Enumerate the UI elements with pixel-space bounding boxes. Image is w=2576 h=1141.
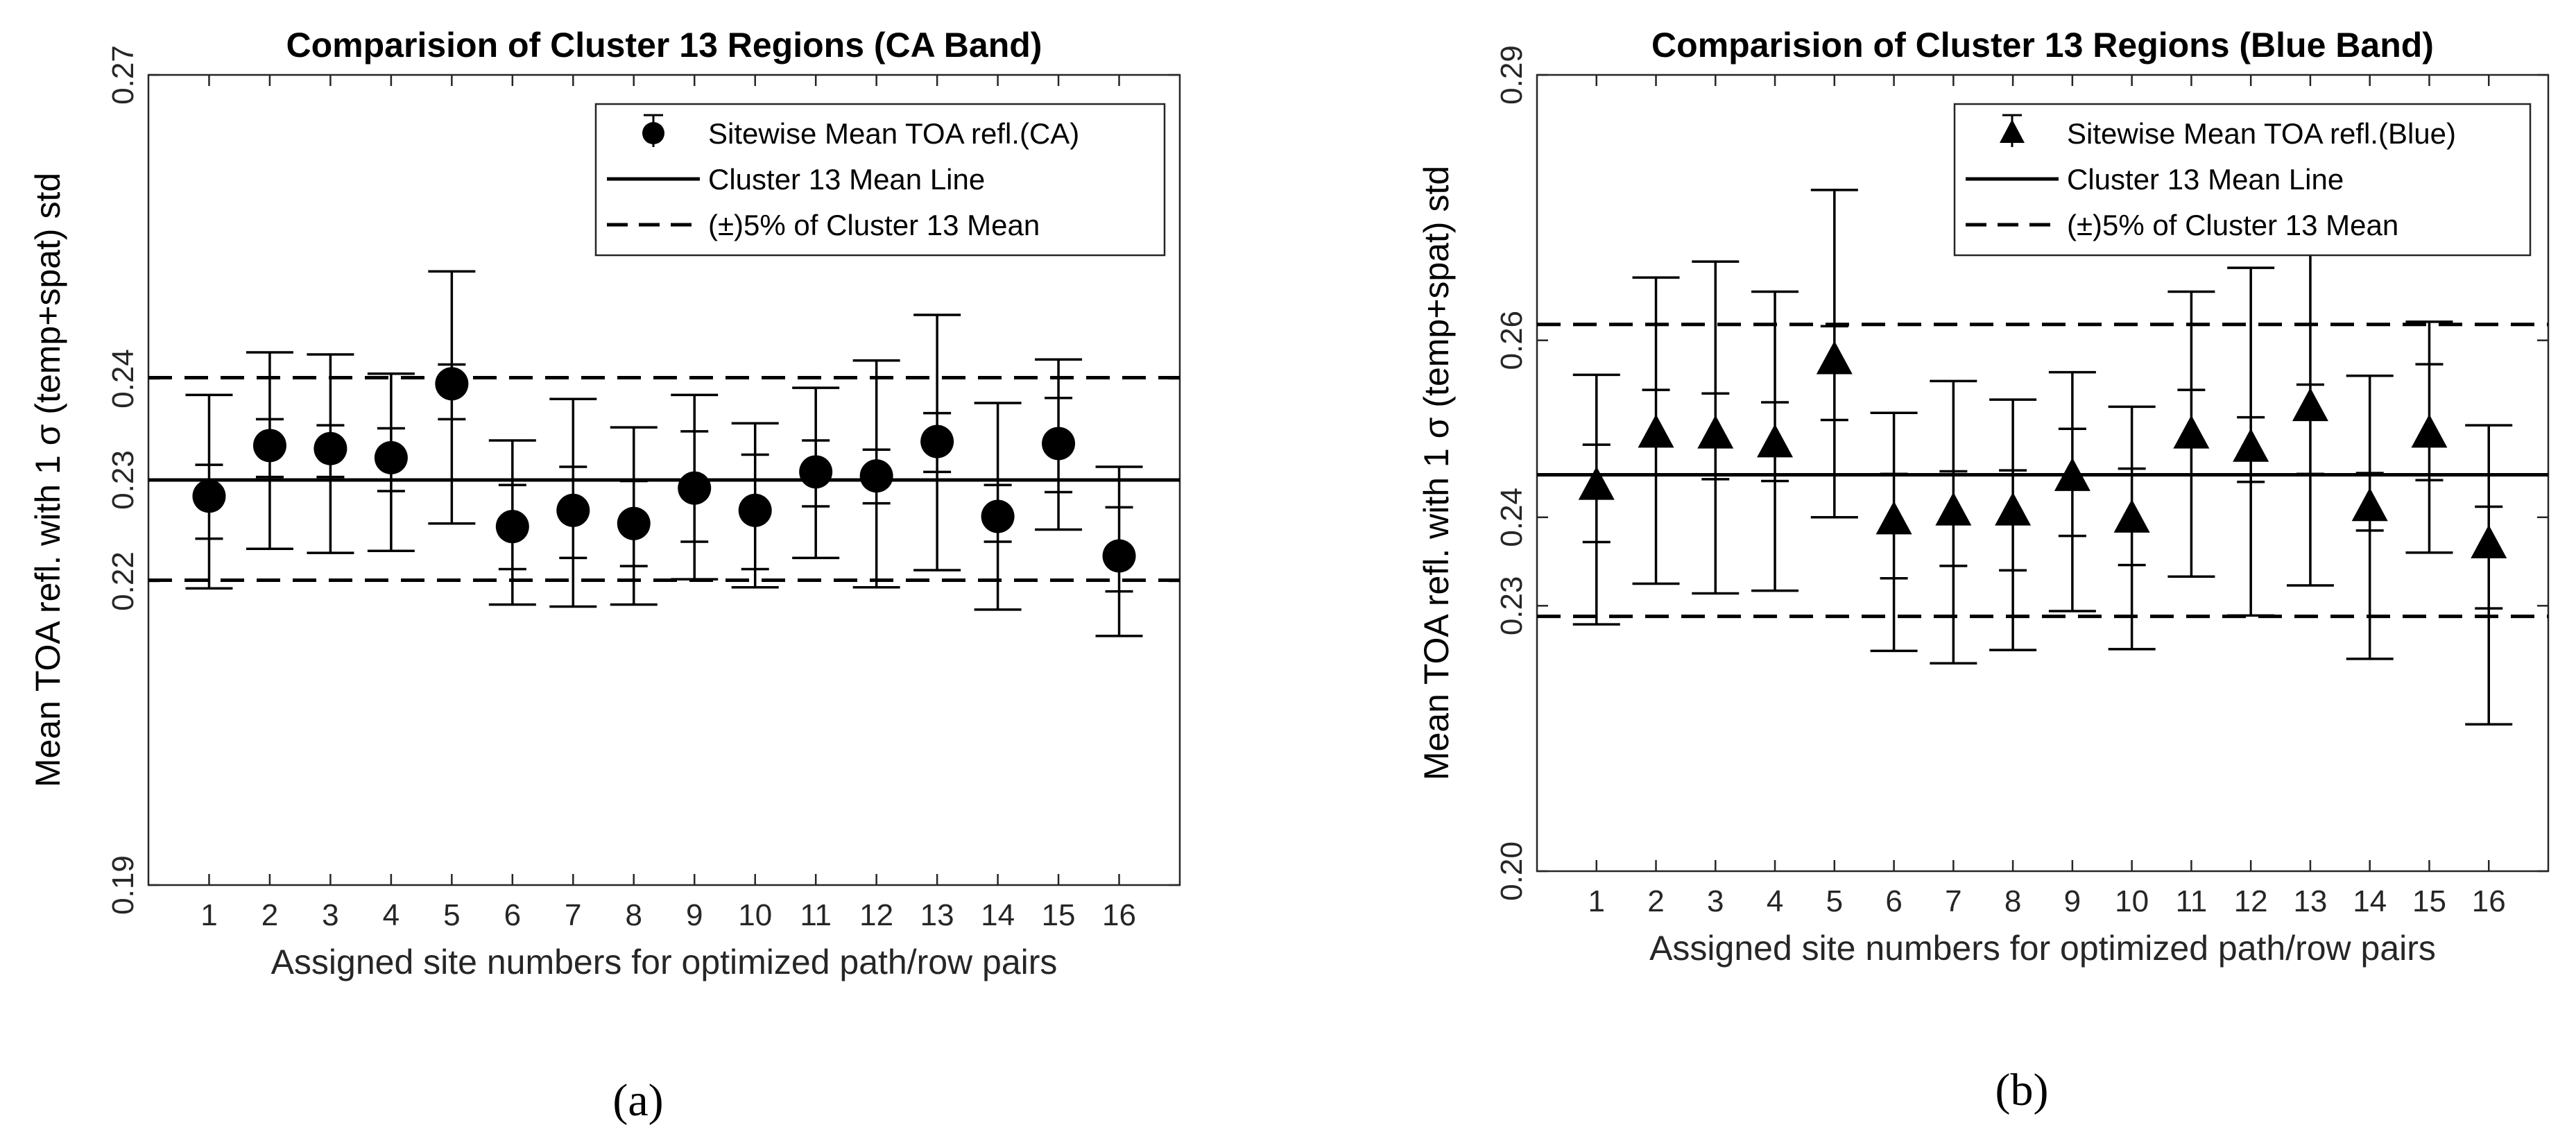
y-tick-label: 0.24 bbox=[106, 349, 140, 409]
data-point bbox=[678, 471, 712, 505]
legend-label-five-percent: (±)5% of Cluster 13 Mean bbox=[708, 209, 1040, 241]
chart-title: Comparision of Cluster 13 Regions (Blue … bbox=[1651, 26, 2434, 65]
data-point bbox=[2471, 524, 2507, 558]
y-tick-label: 0.29 bbox=[1495, 45, 1529, 105]
x-tick-label: 9 bbox=[686, 898, 703, 932]
x-tick-label: 7 bbox=[1945, 884, 1961, 918]
x-tick-label: 6 bbox=[504, 898, 521, 932]
data-point bbox=[2411, 414, 2448, 448]
x-tick-label: 5 bbox=[1826, 884, 1843, 918]
data-point bbox=[981, 499, 1015, 533]
legend-label-mean-line: Cluster 13 Mean Line bbox=[708, 163, 985, 196]
y-tick-label: 0.24 bbox=[1495, 488, 1529, 547]
data-point bbox=[1042, 427, 1076, 461]
data-point bbox=[1995, 492, 2032, 526]
x-tick-label: 16 bbox=[2472, 884, 2506, 918]
x-tick-label: 5 bbox=[443, 898, 460, 932]
x-tick-label: 15 bbox=[1042, 898, 1076, 932]
data-point bbox=[252, 429, 286, 463]
x-tick-label: 7 bbox=[565, 898, 581, 932]
y-tick-label: 0.19 bbox=[106, 855, 140, 915]
x-tick-label: 15 bbox=[2412, 884, 2446, 918]
data-point bbox=[495, 510, 529, 544]
x-tick-label: 11 bbox=[800, 898, 832, 932]
panel-label: (b) bbox=[1995, 1065, 2049, 1115]
x-tick-label: 14 bbox=[981, 898, 1015, 932]
data-point bbox=[2233, 428, 2269, 462]
data-point bbox=[738, 493, 772, 527]
legend-marker-circle bbox=[642, 122, 664, 144]
data-point bbox=[556, 493, 590, 527]
x-tick-label: 6 bbox=[1885, 884, 1902, 918]
data-point bbox=[799, 455, 833, 489]
chart-panel-b: Comparision of Cluster 13 Regions (Blue … bbox=[1417, 26, 2550, 1115]
x-tick-label: 12 bbox=[2234, 884, 2268, 918]
data-point bbox=[2351, 488, 2388, 522]
chart-title: Comparision of Cluster 13 Regions (CA Ba… bbox=[286, 26, 1042, 65]
data-point bbox=[1578, 466, 1615, 500]
x-tick-label: 2 bbox=[261, 898, 278, 932]
x-tick-label: 11 bbox=[2176, 884, 2208, 918]
data-point bbox=[1757, 424, 1794, 458]
x-tick-label: 4 bbox=[383, 898, 400, 932]
data-point bbox=[1935, 492, 1972, 526]
data-point bbox=[2173, 415, 2210, 449]
data-point bbox=[2113, 499, 2150, 533]
x-tick-label: 3 bbox=[1707, 884, 1724, 918]
legend-marker-triangle bbox=[2000, 119, 2025, 143]
data-point bbox=[2054, 457, 2090, 491]
x-tick-label: 12 bbox=[859, 898, 893, 932]
data-point bbox=[2292, 388, 2328, 422]
legend-label-sitewise: Sitewise Mean TOA refl.(CA) bbox=[708, 117, 1079, 150]
y-tick-label: 0.26 bbox=[1495, 311, 1529, 370]
legend-label-sitewise: Sitewise Mean TOA refl.(Blue) bbox=[2067, 117, 2456, 150]
x-tick-label: 9 bbox=[2064, 884, 2081, 918]
data-point bbox=[192, 479, 226, 513]
y-tick-label: 0.27 bbox=[106, 45, 140, 105]
x-tick-label: 1 bbox=[1588, 884, 1605, 918]
data-point bbox=[617, 506, 651, 540]
legend: Sitewise Mean TOA refl.(CA) Cluster 13 Me… bbox=[594, 103, 1166, 257]
x-tick-label: 1 bbox=[200, 898, 217, 932]
x-tick-label: 10 bbox=[2115, 884, 2149, 918]
y-tick-label: 0.22 bbox=[106, 551, 140, 611]
data-point bbox=[920, 424, 954, 458]
chart-panel-a: Comparision of Cluster 13 Regions (CA Ba… bbox=[28, 26, 1181, 1126]
data-point bbox=[1102, 539, 1136, 573]
y-tick-label: 0.23 bbox=[1495, 576, 1529, 636]
x-axis-label: Assigned site numbers for optimized path… bbox=[271, 943, 1058, 981]
x-tick-label: 3 bbox=[322, 898, 338, 932]
y-tick-label: 0.20 bbox=[1495, 841, 1529, 901]
data-point bbox=[374, 440, 408, 474]
x-tick-label: 4 bbox=[1767, 884, 1783, 918]
x-tick-label: 8 bbox=[626, 898, 642, 932]
x-tick-label: 10 bbox=[738, 898, 772, 932]
x-tick-label: 14 bbox=[2353, 884, 2387, 918]
data-point bbox=[1816, 341, 1853, 375]
x-axis-label: Assigned site numbers for optimized path… bbox=[1649, 929, 2436, 968]
data-point bbox=[314, 431, 347, 465]
data-point bbox=[859, 459, 893, 493]
legend: Sitewise Mean TOA refl.(Blue) Cluster 13 … bbox=[1953, 103, 2532, 257]
legend-label-five-percent: (±)5% of Cluster 13 Mean bbox=[2067, 209, 2398, 241]
y-tick-label: 0.23 bbox=[106, 450, 140, 510]
x-tick-label: 16 bbox=[1102, 898, 1136, 932]
y-axis-label: Mean TOA refl. with 1 σ (temp+spat) std bbox=[1417, 166, 1456, 780]
legend-label-mean-line: Cluster 13 Mean Line bbox=[2067, 163, 2344, 196]
data-point bbox=[1697, 415, 1734, 449]
x-tick-label: 13 bbox=[920, 898, 954, 932]
data-point bbox=[1875, 501, 1912, 535]
x-tick-label: 8 bbox=[2004, 884, 2021, 918]
data-point bbox=[435, 367, 469, 401]
x-tick-label: 2 bbox=[1647, 884, 1664, 918]
data-point bbox=[1638, 414, 1674, 448]
y-axis-label: Mean TOA refl. with 1 σ (temp+spat) std bbox=[28, 173, 67, 787]
x-tick-label: 13 bbox=[2293, 884, 2327, 918]
panel-label: (a) bbox=[612, 1075, 663, 1126]
